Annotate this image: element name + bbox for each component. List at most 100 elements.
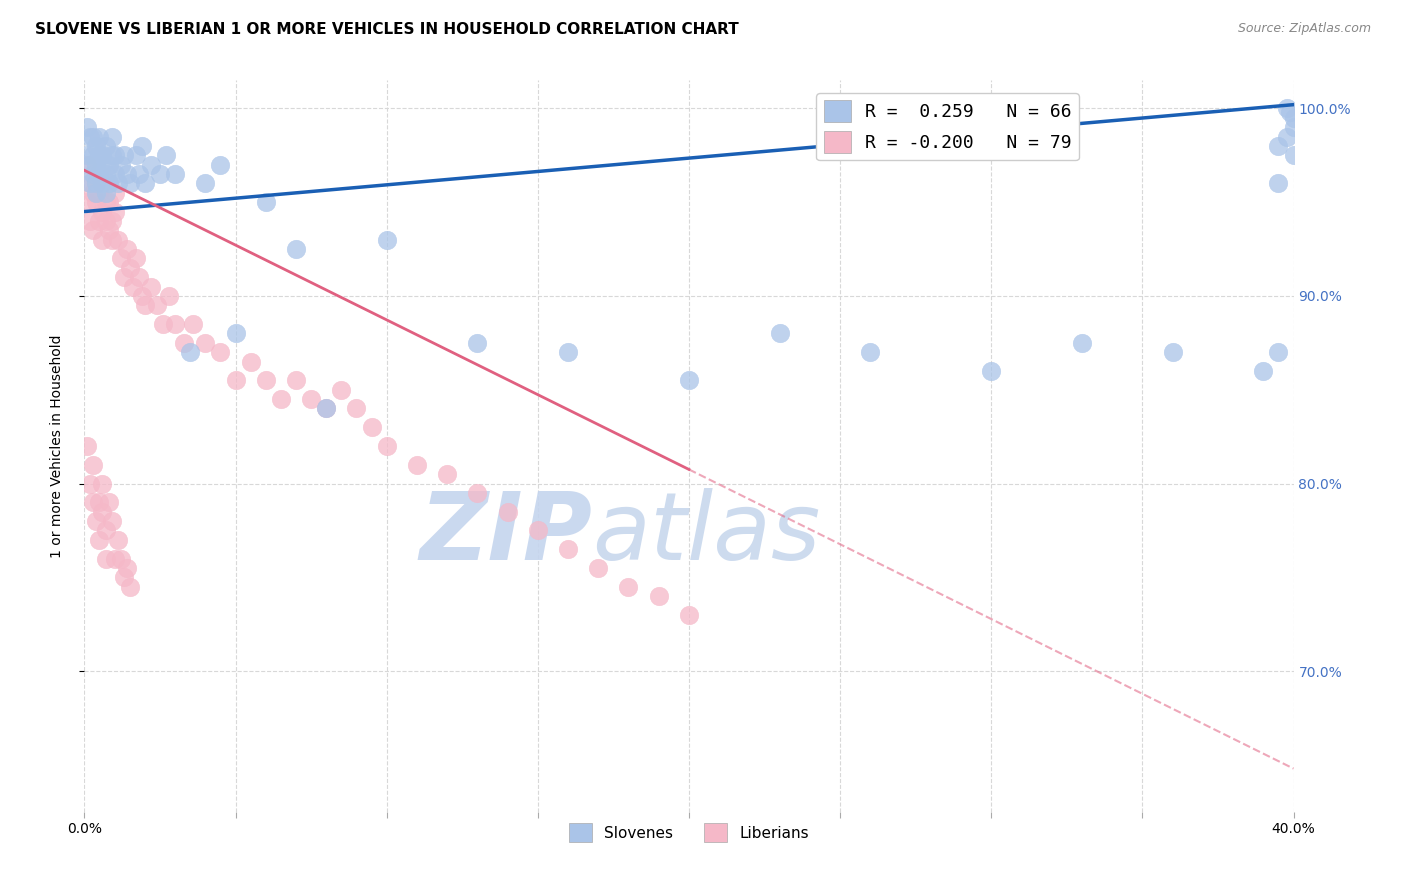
Point <box>89 186 111 200</box>
Point <box>97 195 120 210</box>
Point <box>79 214 101 228</box>
Point <box>104 148 127 162</box>
Point <box>82 129 104 144</box>
Point <box>112 570 135 584</box>
Point <box>82 167 104 181</box>
Point <box>86 158 108 172</box>
Point <box>91 476 114 491</box>
Point <box>91 148 114 162</box>
Point <box>155 148 177 162</box>
Point <box>1279 105 1302 120</box>
Point <box>406 458 429 472</box>
Point <box>79 476 101 491</box>
Point <box>76 148 98 162</box>
Point <box>1282 148 1305 162</box>
Point <box>121 279 143 293</box>
Point <box>1282 120 1305 135</box>
Point <box>299 392 322 406</box>
Point <box>94 195 117 210</box>
Point <box>360 420 382 434</box>
Point <box>100 514 122 528</box>
Point <box>1267 139 1289 153</box>
Point <box>254 373 277 387</box>
Point <box>91 158 114 172</box>
Point <box>157 289 180 303</box>
Point <box>181 317 204 331</box>
Point <box>467 335 489 350</box>
Point <box>82 458 104 472</box>
Point <box>86 139 108 153</box>
Point <box>527 524 550 538</box>
Point <box>89 495 111 509</box>
Point <box>100 233 122 247</box>
Point <box>76 120 98 135</box>
Point <box>91 204 114 219</box>
Point <box>112 270 135 285</box>
Point <box>285 373 308 387</box>
Point <box>94 551 117 566</box>
Point <box>617 580 640 594</box>
Point <box>128 270 150 285</box>
Point <box>86 195 108 210</box>
Point <box>139 158 162 172</box>
Text: atlas: atlas <box>592 488 821 579</box>
Point <box>165 167 187 181</box>
Point <box>82 495 104 509</box>
Point <box>118 260 141 275</box>
Point <box>91 177 114 191</box>
Y-axis label: 1 or more Vehicles in Household: 1 or more Vehicles in Household <box>49 334 63 558</box>
Point <box>134 177 156 191</box>
Point <box>346 401 368 416</box>
Point <box>557 345 579 359</box>
Point <box>769 326 792 341</box>
Text: Source: ZipAtlas.com: Source: ZipAtlas.com <box>1237 22 1371 36</box>
Point <box>86 186 108 200</box>
Point <box>149 167 172 181</box>
Point <box>97 223 120 237</box>
Point <box>104 167 127 181</box>
Point <box>131 139 153 153</box>
Point <box>1267 345 1289 359</box>
Point <box>194 177 217 191</box>
Point <box>125 148 148 162</box>
Point <box>79 129 101 144</box>
Point <box>315 401 337 416</box>
Point <box>79 158 101 172</box>
Point <box>254 195 277 210</box>
Point <box>315 401 337 416</box>
Point <box>97 177 120 191</box>
Point <box>94 139 117 153</box>
Point <box>1277 102 1299 116</box>
Point <box>496 505 519 519</box>
Point <box>76 439 98 453</box>
Point <box>588 561 610 575</box>
Point <box>91 233 114 247</box>
Point <box>86 177 108 191</box>
Point <box>110 252 132 266</box>
Point <box>76 158 98 172</box>
Point <box>134 298 156 312</box>
Text: SLOVENE VS LIBERIAN 1 OR MORE VEHICLES IN HOUSEHOLD CORRELATION CHART: SLOVENE VS LIBERIAN 1 OR MORE VEHICLES I… <box>35 22 740 37</box>
Point <box>94 167 117 181</box>
Point <box>100 148 122 162</box>
Point <box>100 214 122 228</box>
Point <box>1282 111 1305 125</box>
Point <box>115 167 138 181</box>
Point <box>112 148 135 162</box>
Point <box>125 252 148 266</box>
Point <box>107 177 129 191</box>
Point <box>89 148 111 162</box>
Point <box>131 289 153 303</box>
Point <box>128 167 150 181</box>
Point <box>82 223 104 237</box>
Point <box>285 242 308 256</box>
Point <box>107 233 129 247</box>
Point <box>179 345 201 359</box>
Point <box>86 177 108 191</box>
Point <box>89 214 111 228</box>
Point <box>330 383 353 397</box>
Point <box>209 158 232 172</box>
Point <box>209 345 232 359</box>
Point <box>89 533 111 547</box>
Point <box>100 129 122 144</box>
